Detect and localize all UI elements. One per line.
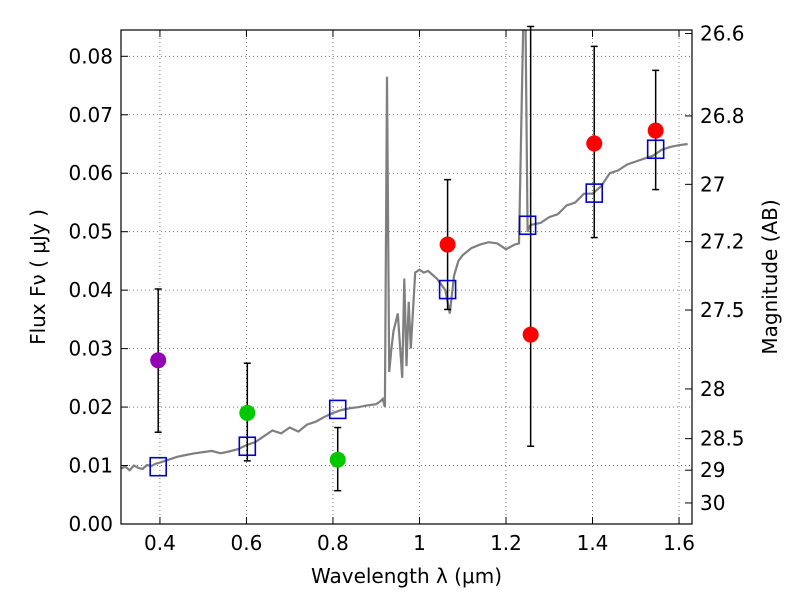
y-tick-label: 0.01 [68, 454, 113, 478]
y-tick-label: 0.06 [68, 161, 113, 185]
observed-point [647, 122, 664, 139]
plot-frame [120, 29, 693, 525]
observed-point [329, 451, 346, 468]
mag-tick-label: 29 [700, 458, 725, 482]
mag-tick-label: 26.8 [700, 104, 745, 128]
mag-tick-label: 28 [700, 377, 725, 401]
grid-lines [121, 30, 692, 525]
error-bars [154, 25, 660, 492]
model-spectrum-line [121, 30, 688, 472]
y-tick-label: 0.03 [68, 337, 113, 361]
mag-tick-label: 26.6 [700, 22, 745, 46]
y-tick-label: 0.04 [68, 278, 113, 302]
model-photometry-squares [149, 139, 665, 477]
mag-tick-label: 30 [700, 491, 725, 515]
model-square [518, 215, 537, 236]
x-tick-label: 1.6 [663, 531, 695, 555]
y-tick-label: 0.05 [68, 220, 113, 244]
model-square [438, 279, 457, 300]
y-axis-label: Flux Fν ( μJy ) [26, 209, 50, 345]
observed-point [439, 236, 456, 253]
observed-point [522, 326, 539, 343]
y-tick-label: 0.07 [68, 103, 113, 127]
mag-tick-label: 27.5 [700, 298, 745, 322]
model-square [646, 139, 665, 160]
x-tick-label: 0.6 [231, 531, 263, 555]
mag-tick-label: 27.2 [700, 230, 745, 254]
x-tick-label: 1.2 [490, 531, 522, 555]
y-tick-label: 0.02 [68, 395, 113, 419]
x-axis-label: Wavelength λ (μm) [311, 564, 502, 588]
model-square [328, 399, 347, 420]
axis-ticks: 0.4 0.6 0.8 1 1.2 1.4 1.6 0.00 0.01 0.02 0.03 0.04 0… [68, 22, 744, 555]
y-tick-label: 0.08 [68, 44, 113, 68]
x-tick-label: 0.4 [144, 531, 176, 555]
model-square [585, 183, 604, 203]
x-tick-label: 1 [413, 531, 426, 555]
observed-photometry-points [150, 122, 664, 468]
y-tick-label: 0.00 [68, 512, 113, 536]
observed-point [239, 404, 256, 421]
observed-point [586, 135, 603, 152]
model-square [149, 456, 168, 477]
x-tick-label: 0.8 [317, 531, 349, 555]
observed-point [150, 352, 167, 369]
x-tick-label: 1.4 [577, 531, 609, 555]
model-square [238, 436, 257, 457]
model-spectrum [121, 30, 688, 472]
magnitude-axis-label: Magnitude (AB) [758, 199, 782, 354]
mag-tick-label: 27 [700, 172, 725, 196]
mag-tick-label: 28.5 [700, 427, 745, 451]
